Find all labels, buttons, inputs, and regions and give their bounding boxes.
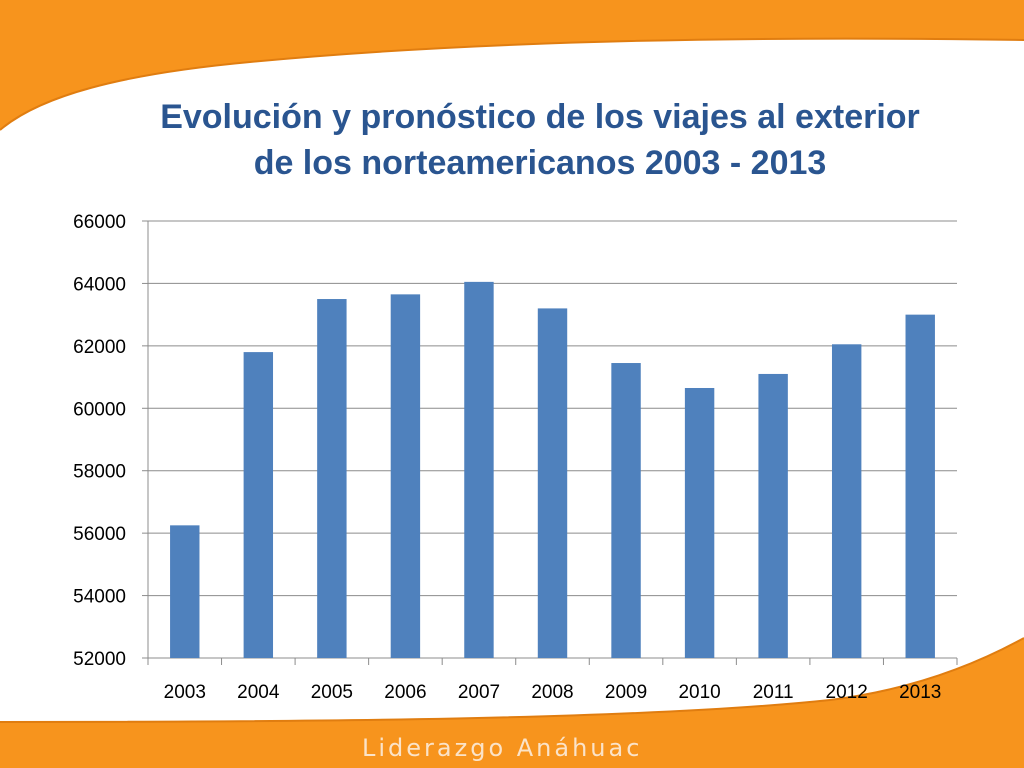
bar-2005 <box>317 299 347 658</box>
y-tick-label: 60000 <box>73 399 126 420</box>
bar-2008 <box>537 308 568 658</box>
bar-2009 <box>611 363 641 658</box>
bar-2004 <box>243 352 274 658</box>
bottom-curve-line <box>0 637 1024 723</box>
x-tick-label: 2007 <box>458 682 500 703</box>
x-tick-label: 2004 <box>237 682 280 703</box>
bar-2012 <box>831 344 862 658</box>
x-tick-label: 2009 <box>605 682 647 703</box>
x-tick-label: 2013 <box>899 682 941 703</box>
bar-2006 <box>390 294 421 658</box>
top-curve-line <box>0 37 1024 131</box>
x-tick-label: 2012 <box>826 682 868 703</box>
bar-2013 <box>905 314 935 658</box>
y-tick-label: 66000 <box>73 212 126 233</box>
slide-title: Evolución y pronóstico de los viajes al … <box>60 94 1020 186</box>
x-tick-label: 2006 <box>384 682 426 703</box>
top-orange-band <box>0 0 1024 130</box>
x-tick-label: 2011 <box>753 682 794 703</box>
title-line-2: de los norteamericanos 2003 - 2013 <box>253 144 827 182</box>
y-tick-label: 56000 <box>73 524 126 545</box>
bottom-orange-band <box>0 638 1024 768</box>
x-tick-label: 2008 <box>531 682 573 703</box>
x-tick-label: 2005 <box>311 682 353 703</box>
x-tick-label: 2003 <box>164 682 206 703</box>
bar-2011 <box>758 373 788 658</box>
y-tick-label: 58000 <box>73 462 126 483</box>
bar-2010 <box>684 387 715 658</box>
y-tick-label: 54000 <box>73 587 126 608</box>
y-tick-label: 52000 <box>73 649 126 670</box>
brand-text: Liderazgo Anáhuac <box>362 734 643 762</box>
y-tick-label: 64000 <box>73 274 126 295</box>
y-tick-label: 62000 <box>73 337 126 358</box>
title-line-1: Evolución y pronóstico de los viajes al … <box>160 98 920 136</box>
x-tick-label: 2010 <box>678 682 720 703</box>
bar-2003 <box>170 525 200 658</box>
bar-2007 <box>464 281 494 658</box>
